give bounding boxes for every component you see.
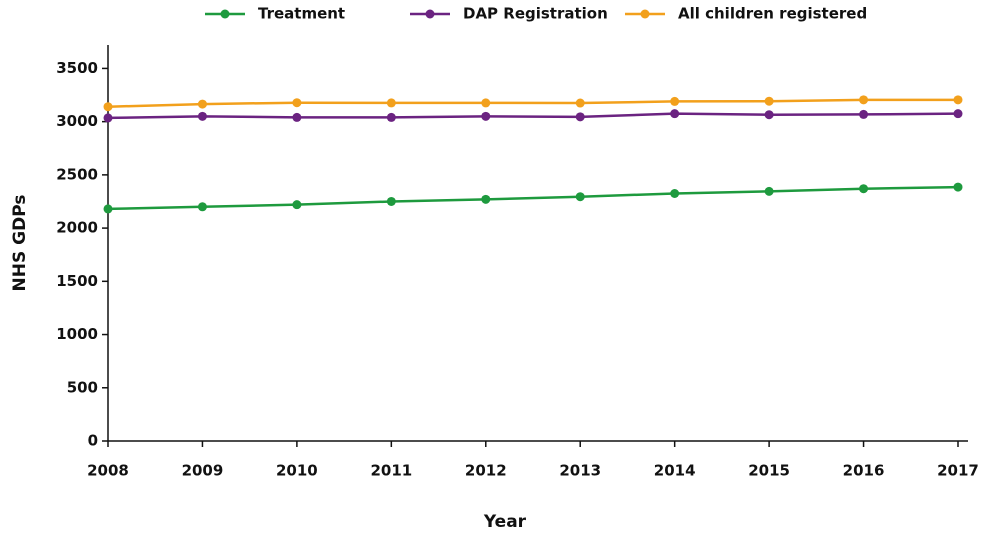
y-tick-label: 3500 <box>56 59 98 77</box>
legend-marker <box>425 9 435 19</box>
data-point <box>670 109 680 119</box>
data-point <box>292 112 302 122</box>
series-line <box>107 185 959 211</box>
data-point <box>481 98 491 108</box>
data-point <box>859 109 869 119</box>
y-tick-label: 2500 <box>56 165 98 183</box>
data-point <box>953 182 963 192</box>
legend-marker <box>220 9 230 19</box>
x-tick-label: 2012 <box>465 462 507 480</box>
legend-marker <box>640 9 650 19</box>
y-tick-label: 1000 <box>56 325 98 343</box>
legend-label: DAP Registration <box>463 5 608 23</box>
data-point <box>764 96 774 106</box>
data-point <box>386 98 396 108</box>
data-point <box>481 111 491 121</box>
data-point <box>197 202 207 212</box>
data-point <box>292 200 302 210</box>
y-tick-label: 500 <box>67 378 98 396</box>
data-point <box>103 102 113 112</box>
data-point <box>764 186 774 196</box>
data-point <box>953 95 963 105</box>
x-tick-label: 2013 <box>559 462 601 480</box>
data-point <box>953 109 963 119</box>
y-axis-label: NHS GDPs <box>10 195 30 292</box>
x-tick-label: 2009 <box>182 462 224 480</box>
data-point <box>103 113 113 123</box>
data-point <box>103 204 113 214</box>
series-line <box>107 112 959 120</box>
x-tick-label: 2011 <box>370 462 412 480</box>
x-tick-label: 2008 <box>87 462 129 480</box>
data-point <box>575 192 585 202</box>
x-tick-label: 2010 <box>276 462 318 480</box>
data-point <box>197 111 207 121</box>
y-tick-label: 0 <box>88 432 98 450</box>
data-point <box>575 98 585 108</box>
legend-label: All children registered <box>678 5 867 23</box>
y-tick-label: 2000 <box>56 219 98 237</box>
data-point <box>197 99 207 109</box>
x-tick-label: 2017 <box>937 462 979 480</box>
y-tick-label: 3000 <box>56 112 98 130</box>
x-tick-label: 2015 <box>748 462 790 480</box>
data-point <box>859 95 869 105</box>
data-point <box>764 110 774 120</box>
x-tick-label: 2016 <box>843 462 885 480</box>
legend-label: Treatment <box>258 5 345 23</box>
data-point <box>670 96 680 106</box>
y-tick-label: 1500 <box>56 272 98 290</box>
data-point <box>670 189 680 198</box>
data-point <box>575 112 585 122</box>
data-point <box>481 194 491 204</box>
x-tick-label: 2014 <box>654 462 696 480</box>
data-point <box>386 196 396 206</box>
data-point <box>859 184 869 194</box>
data-point <box>386 112 396 122</box>
data-point <box>292 98 302 108</box>
x-axis-label: Year <box>483 512 527 532</box>
series-line <box>107 98 958 108</box>
